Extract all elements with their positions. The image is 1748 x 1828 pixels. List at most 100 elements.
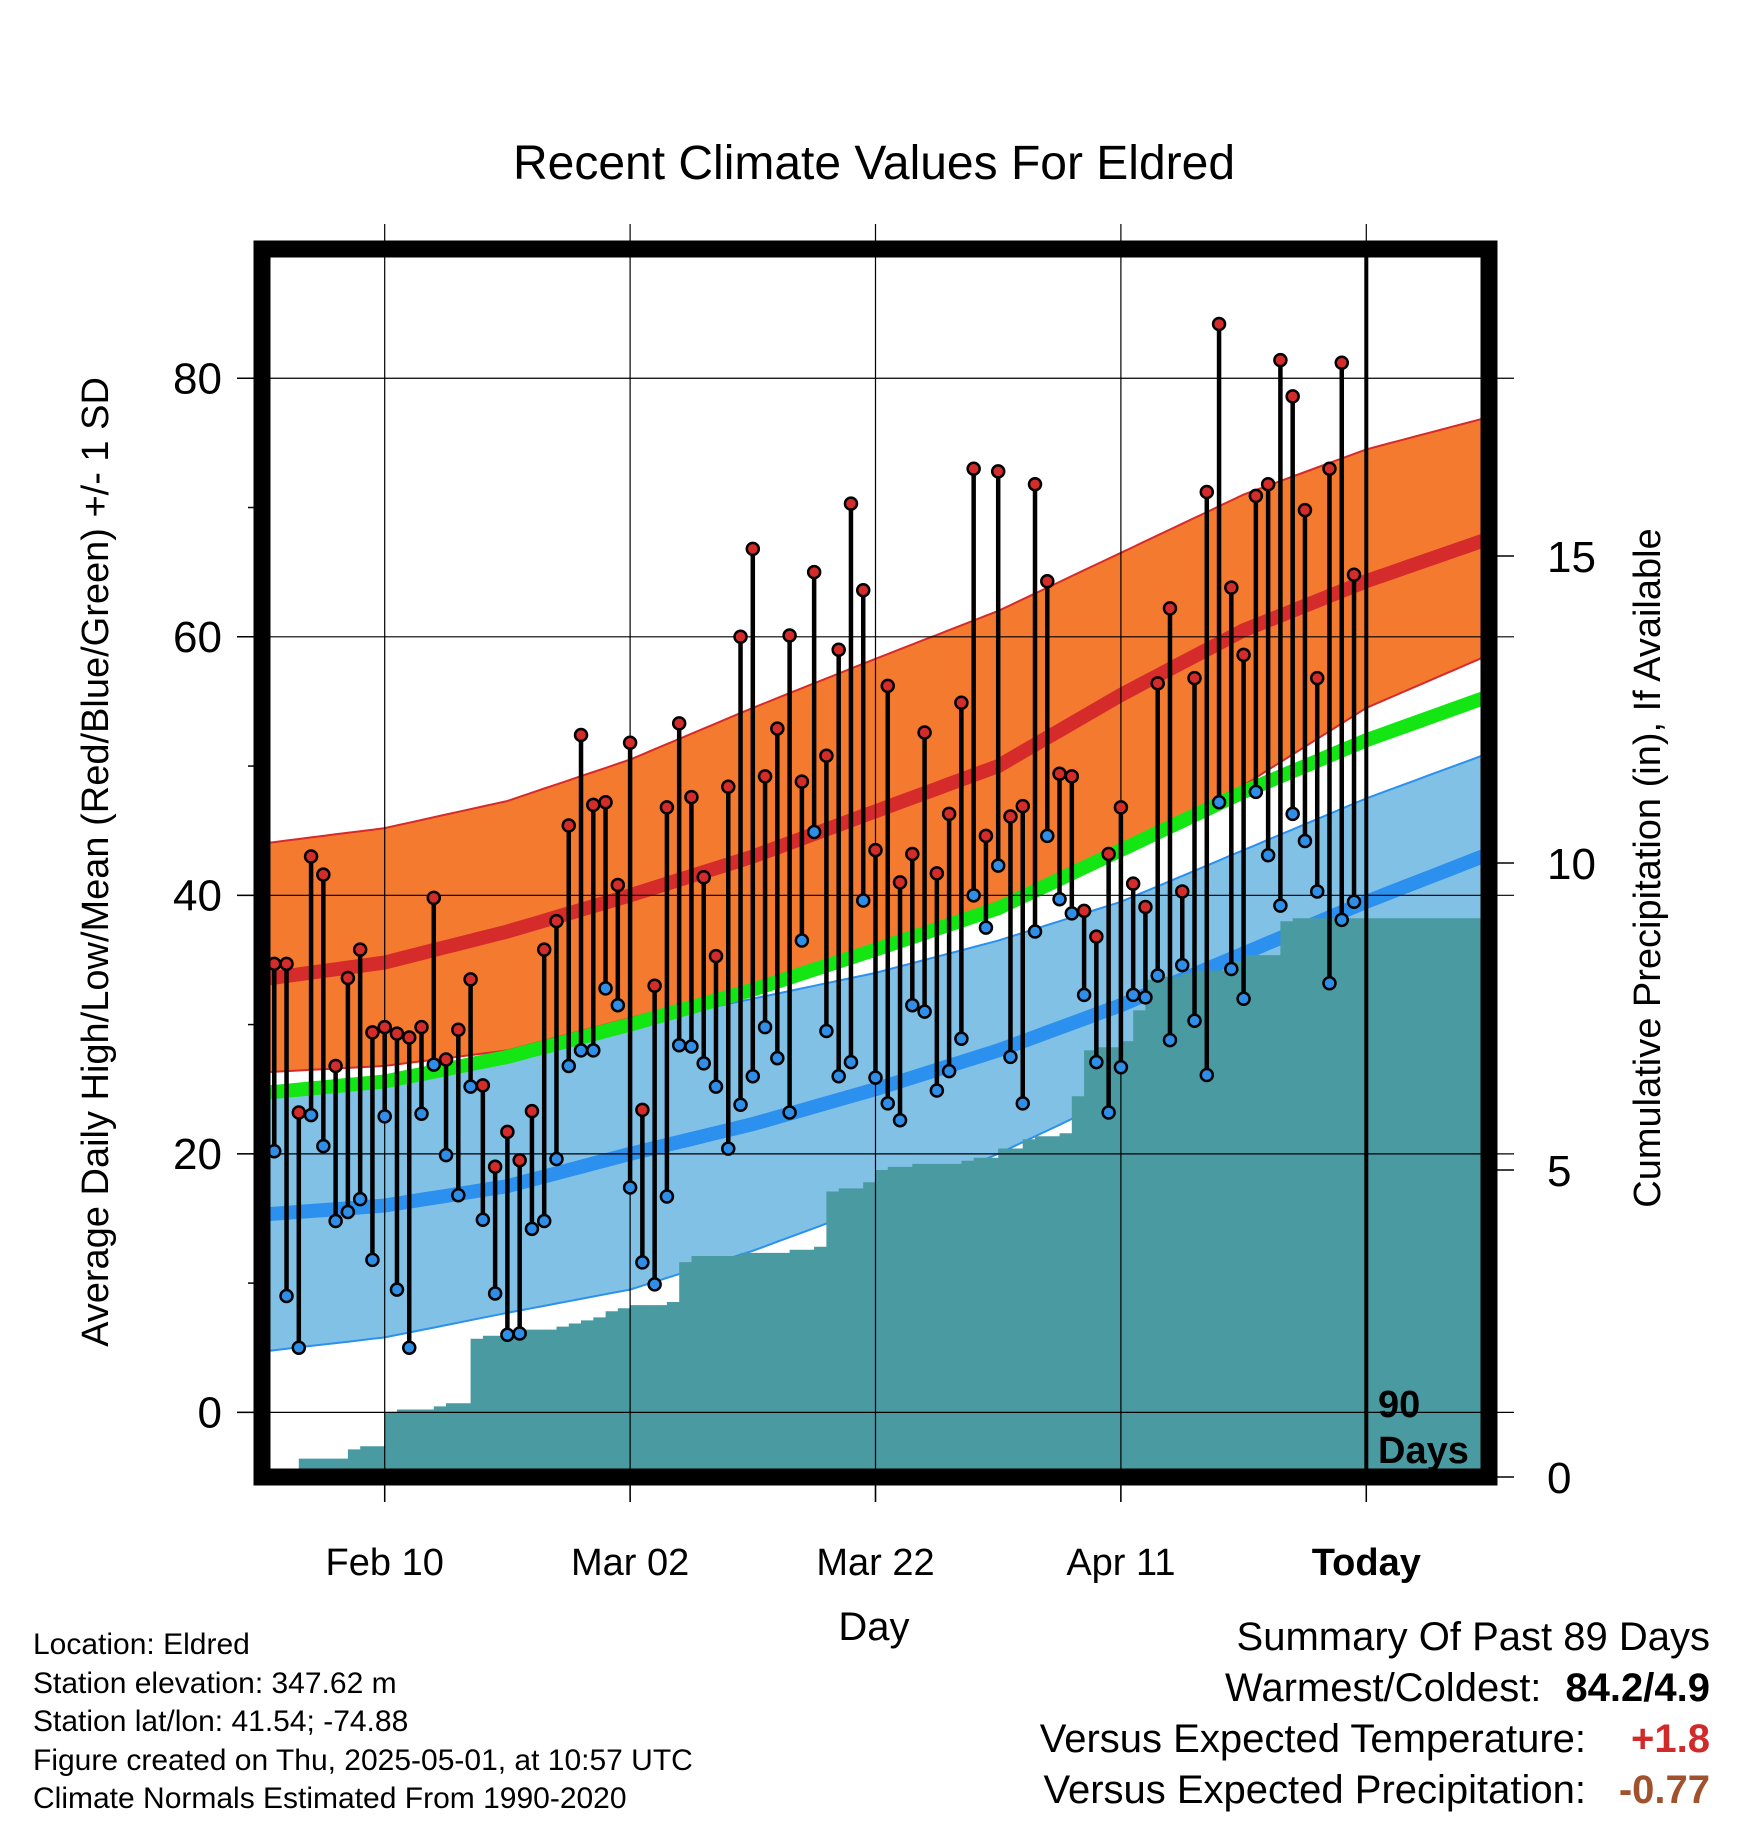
daily-low-point — [291, 1340, 307, 1355]
summary-panel: Summary Of Past 89 Days Warmest/Coldest:… — [1040, 1612, 1710, 1816]
daily-stems — [272, 323, 1357, 1348]
daily-high-point — [622, 735, 638, 751]
precip-area-shape — [274, 918, 1489, 1477]
location-text: Location: Eldred — [33, 1628, 250, 1661]
daily-low-point — [598, 981, 613, 996]
daily-high-point — [1248, 488, 1264, 504]
x-tick-label: Today — [1312, 1542, 1421, 1584]
summary-temp: Versus Expected Temperature: +1.8 — [1040, 1714, 1710, 1765]
daily-high-point — [561, 818, 576, 833]
daily-low-point — [463, 1079, 478, 1094]
daily-high-point — [868, 842, 883, 858]
daily-high-point — [954, 695, 969, 710]
daily-high-point — [1297, 502, 1313, 518]
daily-low-point — [426, 1057, 442, 1072]
daily-high-point — [1101, 846, 1116, 862]
daily-low-point — [954, 1031, 969, 1047]
daily-low-point — [696, 1056, 711, 1071]
daily-high-point — [721, 779, 736, 794]
y2-tick-label: 5 — [1547, 1147, 1571, 1196]
daily-high-point — [610, 877, 626, 893]
daily-low-point — [757, 1019, 773, 1035]
daily-low-point — [561, 1058, 576, 1074]
daily-high-point — [1236, 647, 1251, 663]
today-label-line2: Days — [1378, 1430, 1469, 1472]
x-tick-label: Apr 11 — [1066, 1542, 1175, 1584]
daily-low-point — [1040, 828, 1055, 844]
summary-warm-cold: Warmest/Coldest: 84.2/4.9 — [1040, 1663, 1710, 1714]
daily-high-point — [892, 875, 908, 890]
daily-high-point — [377, 1019, 392, 1035]
daily-high-point — [1027, 477, 1043, 492]
x-tick-label: Feb 10 — [326, 1542, 444, 1584]
daily-low-point — [647, 1277, 662, 1292]
daily-high-point — [806, 564, 822, 580]
daily-high-point — [905, 846, 920, 862]
daily-high-point — [696, 869, 711, 885]
daily-high-point — [438, 1052, 454, 1067]
daily-high-point — [978, 828, 994, 844]
daily-low-point — [1260, 847, 1276, 863]
daily-high-point — [1113, 800, 1129, 815]
daily-low-point — [1285, 806, 1300, 822]
daily-low-point — [1052, 891, 1067, 907]
daily-high-point — [303, 849, 319, 864]
station-info: Location: Eldred Station elevation: 347.… — [33, 1626, 693, 1819]
daily-high-point — [279, 956, 294, 972]
daily-high-point — [1187, 670, 1202, 686]
daily-high-point — [855, 583, 871, 598]
daily-low-point — [1162, 1032, 1178, 1048]
daily-low-point — [806, 824, 822, 840]
daily-low-point — [303, 1107, 319, 1123]
daily-low-point — [1334, 912, 1350, 928]
daily-high-point — [757, 769, 773, 784]
daily-low-point — [1089, 1054, 1104, 1070]
warm-cold-label: Warmest/Coldest: — [1225, 1666, 1542, 1710]
daily-high-point — [1052, 766, 1067, 782]
daily-low-point — [941, 1063, 957, 1079]
daily-low-point — [1236, 991, 1251, 1006]
daily-low-point — [1101, 1105, 1116, 1120]
daily-high-point — [770, 721, 785, 736]
daily-low-point — [1322, 975, 1337, 991]
daily-low-point — [892, 1112, 908, 1128]
daily-high-point — [1040, 573, 1055, 589]
daily-high-point — [1150, 676, 1165, 691]
daily-low-point — [1064, 906, 1080, 921]
daily-high-point — [487, 1159, 503, 1175]
daily-low-point — [917, 1004, 932, 1019]
daily-low-point — [1175, 957, 1190, 973]
daily-high-point — [659, 800, 675, 815]
daily-low-point — [414, 1106, 429, 1122]
daily-low-point — [377, 1109, 392, 1124]
daily-low-point — [721, 1141, 736, 1156]
daily-low-point — [708, 1079, 724, 1094]
daily-high-point — [365, 1025, 380, 1040]
y2-tick-label: 15 — [1547, 533, 1596, 582]
daily-low-point — [316, 1138, 331, 1154]
daily-high-point — [586, 797, 601, 813]
daily-high-point — [880, 678, 896, 694]
daily-low-point — [549, 1151, 564, 1167]
daily-high-point — [1346, 567, 1362, 582]
daily-high-point — [1211, 316, 1227, 332]
daily-low-point — [451, 1187, 466, 1203]
temp-label: Versus Expected Temperature: — [1039, 1717, 1586, 1761]
daily-low-point — [1003, 1049, 1018, 1065]
daily-high-point — [352, 942, 368, 957]
daily-low-point — [1187, 1013, 1202, 1028]
daily-high-point — [414, 1019, 429, 1035]
x-tick-label: Mar 02 — [571, 1542, 689, 1584]
daily-low-point — [831, 1069, 846, 1084]
daily-low-point — [438, 1147, 454, 1163]
daily-high-point — [1199, 484, 1215, 500]
chart-title: Recent Climate Values For Eldred — [513, 137, 1235, 190]
x-tick-label: Mar 22 — [816, 1542, 934, 1584]
daily-low-point — [1113, 1059, 1129, 1075]
summary-heading: Summary Of Past 89 Days — [1236, 1615, 1710, 1659]
daily-high-point — [1273, 352, 1288, 368]
daily-low-point — [635, 1255, 650, 1270]
daily-low-point — [1309, 884, 1325, 899]
daily-high-point — [475, 1078, 491, 1093]
daily-low-point — [745, 1069, 761, 1084]
